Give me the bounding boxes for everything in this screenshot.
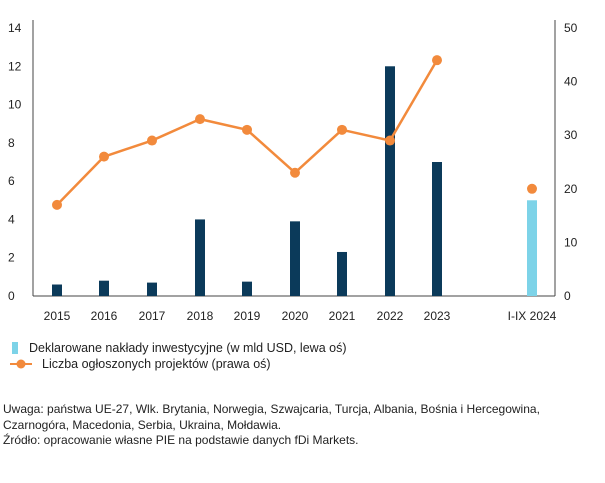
left-tick-label: 0 bbox=[8, 289, 15, 303]
bar-series bbox=[52, 66, 537, 297]
line-point bbox=[527, 183, 537, 194]
line-point bbox=[432, 55, 442, 66]
line-point bbox=[385, 135, 395, 146]
legend-bar-label: Deklarowane nakłady inwestycyjne (w mld … bbox=[29, 341, 347, 355]
line-point bbox=[195, 114, 205, 125]
left-tick-label: 8 bbox=[8, 136, 15, 150]
chart: 2015 2016 2017 2018 2019 2020 2021 2022 2023 I-IX… bbox=[8, 20, 578, 323]
bar bbox=[242, 281, 252, 296]
x-tick-label: 2017 bbox=[139, 309, 166, 323]
bar bbox=[195, 219, 205, 296]
legend-line-label: Liczba ogłoszonych projektów (prawa oś) bbox=[42, 357, 271, 371]
x-tick-label: 2015 bbox=[44, 309, 71, 323]
x-tick-label: 2023 bbox=[424, 309, 451, 323]
x-tick-label: 2020 bbox=[282, 309, 309, 323]
bar bbox=[147, 282, 157, 296]
line-series bbox=[52, 55, 537, 210]
bar bbox=[432, 162, 442, 296]
legend-line-swatch bbox=[10, 359, 32, 369]
bar bbox=[337, 251, 347, 296]
right-tick-label: 30 bbox=[564, 128, 578, 142]
right-tick-label: 10 bbox=[564, 235, 578, 249]
left-tick-label: 6 bbox=[8, 174, 15, 188]
line-point bbox=[290, 167, 300, 178]
line-point bbox=[242, 124, 252, 135]
line-point bbox=[147, 135, 157, 146]
x-tick-label: 2016 bbox=[91, 309, 118, 323]
left-axis-ticks: 0 2 4 6 8 10 12 14 bbox=[8, 21, 22, 303]
left-tick-label: 12 bbox=[8, 59, 22, 73]
bar bbox=[385, 66, 395, 297]
left-tick-label: 2 bbox=[8, 251, 15, 265]
line-point bbox=[52, 199, 62, 210]
legend-item-line: Liczba ogłoszonych projektów (prawa oś) bbox=[10, 357, 271, 371]
x-axis-ticks: 2015 2016 2017 2018 2019 2020 2021 2022 2023 I-IX… bbox=[44, 309, 557, 323]
chart-source: Źródło: opracowanie własne PIE na podsta… bbox=[3, 433, 359, 447]
x-tick-label: 2018 bbox=[187, 309, 214, 323]
left-tick-label: 14 bbox=[8, 21, 22, 35]
x-tick-label: I-IX 2024 bbox=[508, 309, 557, 323]
right-tick-label: 50 bbox=[564, 21, 578, 35]
left-tick-label: 4 bbox=[8, 212, 15, 226]
line-point bbox=[99, 151, 109, 162]
bar bbox=[527, 200, 537, 296]
right-tick-label: 20 bbox=[564, 182, 578, 196]
left-tick-label: 10 bbox=[8, 98, 22, 112]
right-axis-ticks: 0 10 20 30 40 50 bbox=[564, 21, 578, 303]
legend-bar-swatch bbox=[12, 342, 18, 354]
x-tick-label: 2021 bbox=[329, 309, 356, 323]
chart-note: Uwaga: państwa UE-27, Wlk. Brytania, Nor… bbox=[3, 402, 540, 432]
bar bbox=[290, 221, 300, 296]
legend-item-bar: Deklarowane nakłady inwestycyjne (w mld … bbox=[10, 341, 346, 355]
right-tick-label: 40 bbox=[564, 75, 578, 89]
line-point bbox=[337, 124, 347, 135]
right-tick-label: 0 bbox=[564, 289, 571, 303]
x-tick-label: 2022 bbox=[377, 309, 404, 323]
x-tick-label: 2019 bbox=[234, 309, 261, 323]
bar bbox=[99, 280, 109, 296]
bar bbox=[52, 284, 62, 296]
